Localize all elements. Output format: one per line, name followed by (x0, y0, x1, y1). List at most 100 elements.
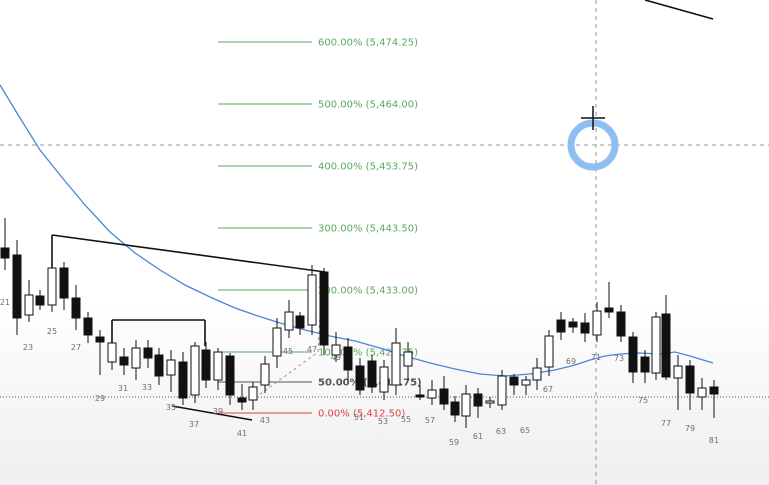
candle (556, 312, 566, 340)
candle-body (71, 297, 81, 319)
candle-body (319, 271, 329, 346)
candle (439, 376, 449, 410)
candle (213, 348, 223, 390)
bar-number-label: 55 (401, 415, 411, 424)
bar-number-label: 69 (566, 357, 576, 366)
candle (131, 340, 141, 380)
candle-body (604, 307, 614, 313)
candle-body (83, 317, 93, 336)
bar-number-label: 45 (283, 347, 293, 356)
bar-number-label: 75 (638, 396, 648, 405)
bar-number-label: 31 (118, 384, 128, 393)
candle (272, 318, 282, 368)
bar-number-label: 41 (237, 429, 247, 438)
bar-number-label: 49 (331, 353, 341, 362)
candle-body (143, 347, 153, 359)
candle-body (673, 365, 683, 379)
candle-body (379, 366, 389, 393)
candle (604, 282, 614, 318)
candle-body (497, 375, 507, 406)
candle (592, 302, 602, 342)
candle-body (661, 313, 671, 378)
bar-number-label: 53 (378, 417, 388, 426)
candle (307, 265, 317, 335)
candle-body (568, 321, 578, 328)
candle-body (154, 354, 164, 377)
candle-body (628, 336, 638, 373)
candle (403, 342, 413, 380)
candle-body (485, 400, 495, 404)
candle (532, 358, 542, 390)
candle-body (95, 336, 105, 343)
candle (379, 360, 389, 400)
bar-number-label: 73 (614, 354, 624, 363)
candle-body (178, 361, 188, 399)
candle (71, 285, 81, 330)
fib-level-label: 300.00% (5,443.50) (318, 224, 418, 235)
candle-body (295, 315, 305, 329)
trendline (171, 405, 253, 421)
bar-number-label: 61 (473, 432, 483, 441)
candle (355, 358, 365, 395)
bar-number-label: 37 (189, 420, 199, 429)
bar-number-label: 29 (95, 394, 105, 403)
candle (497, 370, 507, 410)
candle (544, 330, 554, 376)
fib-level-label: 100.00% (5,422.75) (318, 348, 418, 359)
bar-number-label: 51 (354, 413, 364, 422)
candle (697, 378, 707, 410)
candle (225, 353, 235, 405)
candle (24, 280, 34, 322)
candle-body (439, 388, 449, 405)
candle-body (35, 295, 45, 306)
candle (201, 342, 211, 388)
candle (178, 352, 188, 405)
bar-number-label: 67 (543, 385, 553, 394)
candle (521, 376, 531, 395)
candle (260, 356, 270, 393)
candle (640, 350, 650, 383)
candle (95, 330, 105, 375)
candle (509, 374, 519, 395)
candle (450, 396, 460, 422)
candle-body (355, 365, 365, 391)
trendlines[interactable] (51, 0, 714, 421)
bar-number-label: 21 (0, 298, 10, 307)
candle (473, 388, 483, 418)
candle-body (225, 355, 235, 396)
candle-body (509, 376, 519, 386)
bar-number-label: 57 (425, 416, 435, 425)
candle-body (473, 393, 483, 407)
candle-body (651, 316, 661, 374)
candle-body (544, 335, 554, 368)
candle (331, 332, 341, 362)
candle (343, 338, 353, 380)
candle (59, 262, 69, 310)
candle-body (284, 311, 294, 331)
bar-numbers: 21 23 25 27 29 31 33 35 37 39 41 43 45 47 49 51 53 55 57 59… (0, 298, 719, 447)
candle (709, 380, 719, 418)
candle (673, 355, 683, 410)
candle (47, 255, 57, 312)
candle (237, 384, 247, 410)
fibonacci-extension-tool[interactable]: 600.00% (5,474.25) 500.00% (5,464.00) 400.… (218, 38, 422, 420)
bar-number-label: 71 (591, 353, 601, 362)
candle-body (343, 346, 353, 371)
candle-body (331, 344, 341, 356)
candle-body (272, 327, 282, 357)
fib-level-label: 200.00% (5,433.00) (318, 286, 418, 297)
fib-level-label: 600.00% (5,474.25) (318, 38, 418, 49)
candle (367, 355, 377, 393)
candle (154, 348, 164, 385)
candle (651, 312, 661, 380)
candle-body (0, 247, 10, 259)
candle-body (119, 356, 129, 366)
candle-body (166, 359, 176, 376)
fib-level-label: 0.00% (5,412.50) (318, 409, 405, 420)
candle (284, 300, 294, 338)
bar-number-label: 59 (449, 438, 459, 447)
candle-body (47, 267, 57, 306)
cursor (567, 106, 619, 171)
